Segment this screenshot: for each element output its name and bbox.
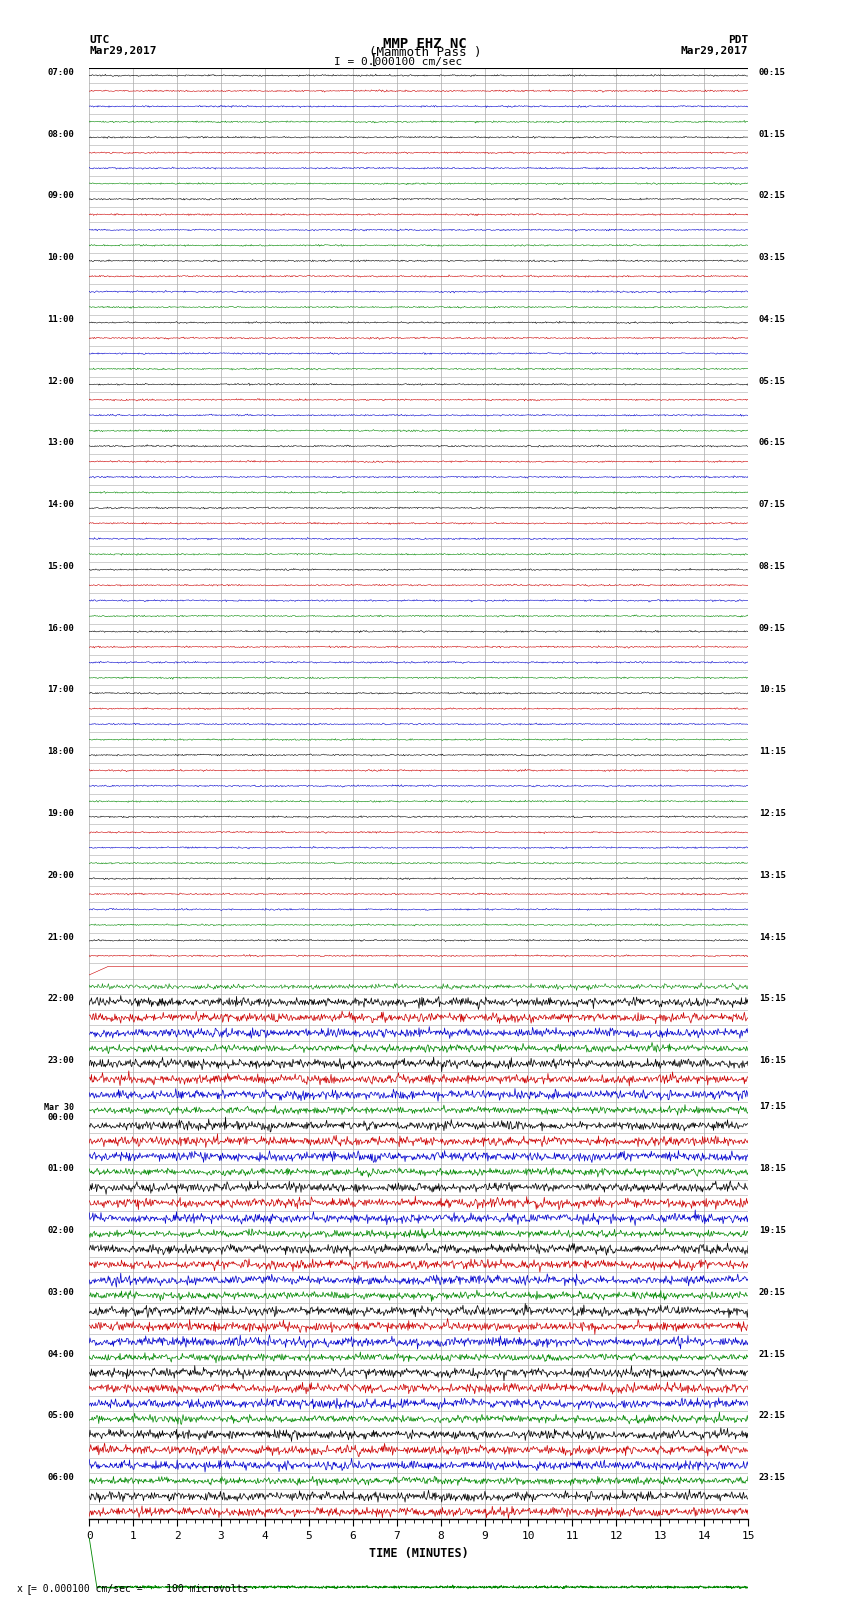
- Text: 01:15: 01:15: [759, 129, 786, 139]
- Text: 22:15: 22:15: [759, 1411, 786, 1421]
- Text: 14:00: 14:00: [47, 500, 74, 510]
- Text: 05:15: 05:15: [759, 376, 786, 386]
- Text: 13:00: 13:00: [47, 439, 74, 447]
- Text: Mar 30: Mar 30: [44, 1103, 74, 1113]
- Text: x: x: [17, 1584, 23, 1594]
- Text: 04:15: 04:15: [759, 315, 786, 324]
- Text: Mar29,2017: Mar29,2017: [681, 47, 748, 56]
- Text: [: [: [370, 53, 378, 66]
- Text: 23:00: 23:00: [47, 1057, 74, 1065]
- Text: I = 0.000100 cm/sec: I = 0.000100 cm/sec: [334, 56, 462, 66]
- Text: 12:15: 12:15: [759, 810, 786, 818]
- Text: 19:15: 19:15: [759, 1226, 786, 1236]
- Text: 11:00: 11:00: [47, 315, 74, 324]
- Text: 15:15: 15:15: [759, 994, 786, 1003]
- Text: 00:15: 00:15: [759, 68, 786, 77]
- Text: 02:15: 02:15: [759, 192, 786, 200]
- Text: 03:00: 03:00: [47, 1287, 74, 1297]
- Text: 16:00: 16:00: [47, 624, 74, 632]
- Text: 02:00: 02:00: [47, 1226, 74, 1236]
- Text: 17:00: 17:00: [47, 686, 74, 695]
- Text: 11:15: 11:15: [759, 747, 786, 756]
- Text: 15:00: 15:00: [47, 561, 74, 571]
- Text: 06:15: 06:15: [759, 439, 786, 447]
- Text: 20:15: 20:15: [759, 1287, 786, 1297]
- Text: 10:15: 10:15: [759, 686, 786, 695]
- Text: 08:00: 08:00: [47, 129, 74, 139]
- Text: 21:15: 21:15: [759, 1350, 786, 1358]
- Text: MMP EHZ NC: MMP EHZ NC: [383, 37, 467, 50]
- Text: 00:00: 00:00: [47, 1113, 74, 1121]
- Text: 03:15: 03:15: [759, 253, 786, 261]
- Text: 14:15: 14:15: [759, 932, 786, 942]
- Text: 10:00: 10:00: [47, 253, 74, 261]
- Text: [: [: [26, 1584, 32, 1594]
- Text: 04:00: 04:00: [47, 1350, 74, 1358]
- Text: 18:15: 18:15: [759, 1165, 786, 1173]
- Text: 08:15: 08:15: [759, 561, 786, 571]
- Text: Mar29,2017: Mar29,2017: [89, 47, 156, 56]
- Text: 23:15: 23:15: [759, 1473, 786, 1482]
- Text: 13:15: 13:15: [759, 871, 786, 879]
- Text: 05:00: 05:00: [47, 1411, 74, 1421]
- Text: 12:00: 12:00: [47, 376, 74, 386]
- Text: 18:00: 18:00: [47, 747, 74, 756]
- Text: (Mammoth Pass ): (Mammoth Pass ): [369, 45, 481, 58]
- Text: 16:15: 16:15: [759, 1057, 786, 1065]
- Text: 07:15: 07:15: [759, 500, 786, 510]
- Text: = 0.000100 cm/sec =    100 microvolts: = 0.000100 cm/sec = 100 microvolts: [31, 1584, 248, 1594]
- Text: PDT: PDT: [728, 35, 748, 45]
- Text: 06:00: 06:00: [47, 1473, 74, 1482]
- Text: 21:00: 21:00: [47, 932, 74, 942]
- Text: 19:00: 19:00: [47, 810, 74, 818]
- Text: UTC: UTC: [89, 35, 110, 45]
- Text: 07:00: 07:00: [47, 68, 74, 77]
- Text: 22:00: 22:00: [47, 994, 74, 1003]
- Text: 09:15: 09:15: [759, 624, 786, 632]
- Text: 09:00: 09:00: [47, 192, 74, 200]
- Text: 20:00: 20:00: [47, 871, 74, 879]
- Text: 17:15: 17:15: [759, 1102, 786, 1111]
- Text: 01:00: 01:00: [47, 1165, 74, 1173]
- X-axis label: TIME (MINUTES): TIME (MINUTES): [369, 1547, 468, 1560]
